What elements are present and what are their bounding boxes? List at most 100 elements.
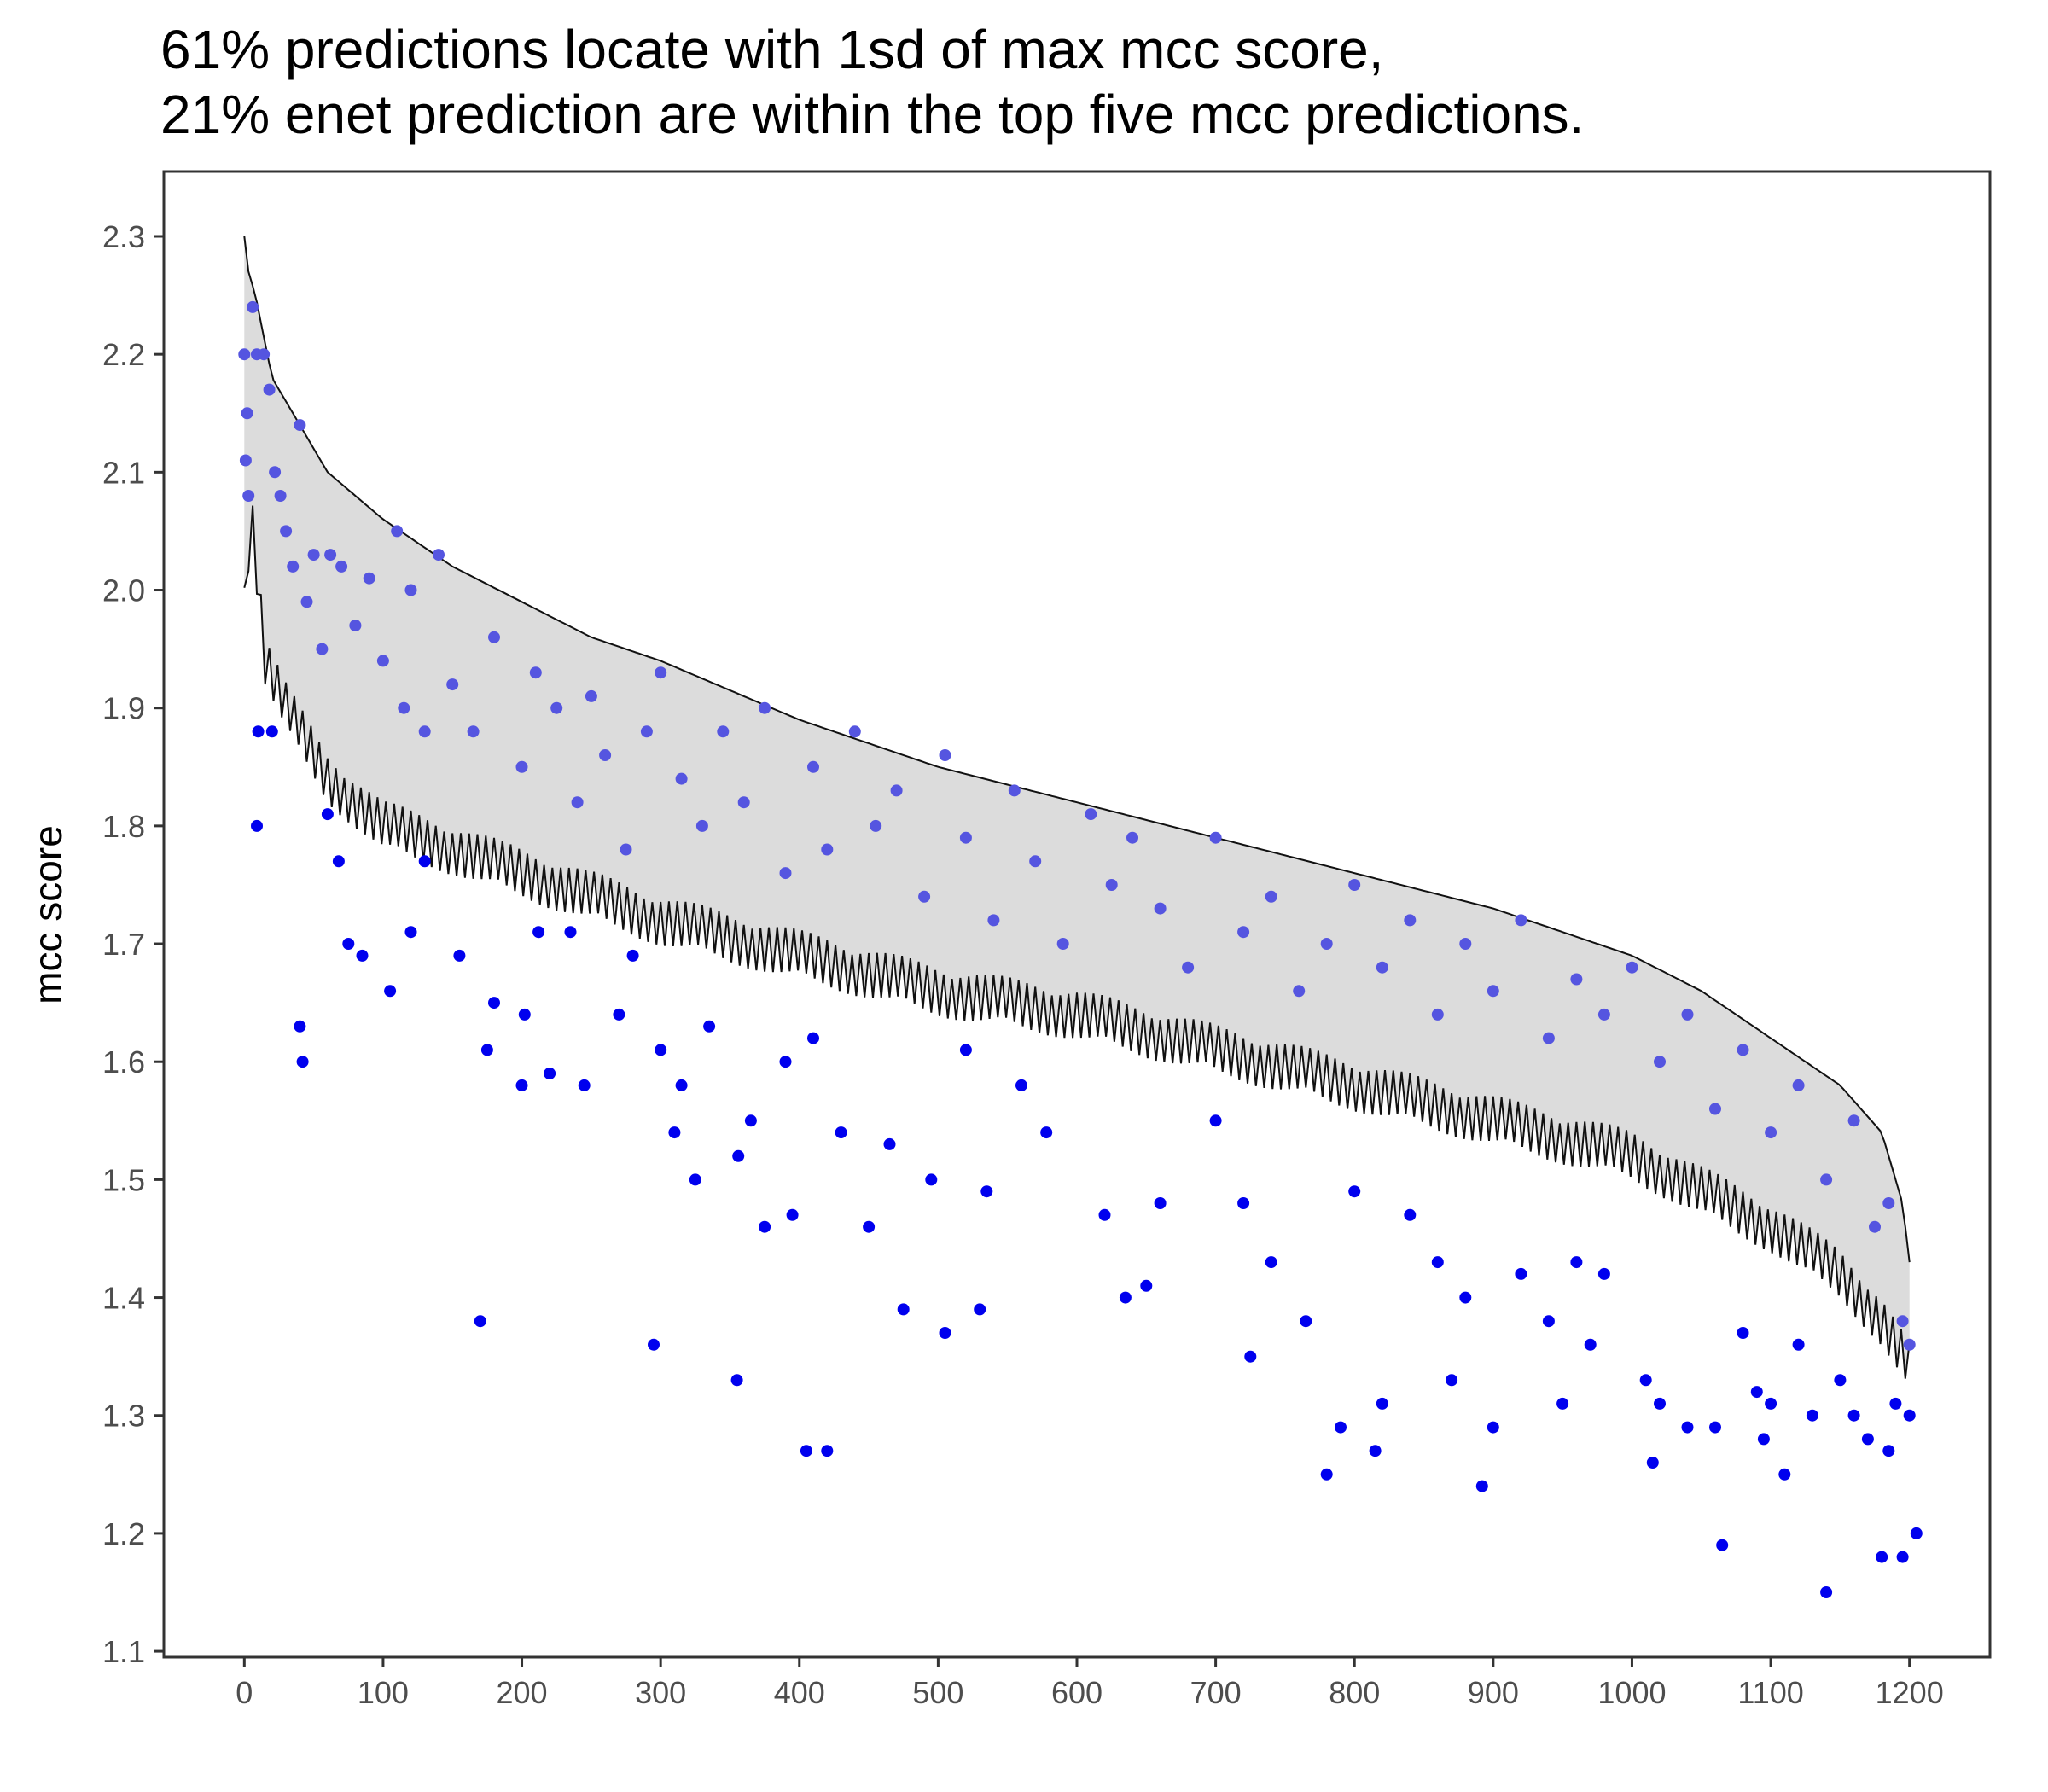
series-1-point [655, 666, 667, 679]
series-1-point [1542, 1032, 1555, 1044]
series-1-point [640, 725, 653, 738]
series-1-point [675, 772, 688, 785]
series-2-point [675, 1079, 688, 1091]
x-tick-label: 400 [774, 1675, 825, 1710]
series-2-point [265, 725, 278, 738]
series-1-point [529, 666, 542, 679]
series-1-point [1626, 961, 1638, 974]
x-tick-label: 800 [1329, 1675, 1380, 1710]
series-1-point [1903, 1338, 1916, 1351]
series-1-point [1681, 1008, 1694, 1021]
y-tick-label: 1.8 [102, 809, 145, 844]
series-2-point [1639, 1374, 1652, 1387]
series-2-point [1847, 1409, 1860, 1422]
series-1-point [585, 689, 597, 702]
series-2-point [384, 985, 397, 998]
series-1-point [1376, 961, 1388, 974]
series-1-point [1008, 784, 1021, 797]
series-2-point [821, 1445, 834, 1457]
series-2-point [1376, 1397, 1388, 1410]
series-1-point [324, 549, 337, 561]
x-tick-label: 200 [497, 1675, 548, 1710]
series-1-point [1737, 1044, 1749, 1056]
series-2-point [332, 855, 345, 868]
series-1-point [242, 490, 255, 502]
series-1-point [1487, 985, 1499, 998]
series-2-point [1119, 1291, 1132, 1304]
series-1-point [300, 596, 313, 608]
series-1-point [1182, 961, 1195, 974]
series-2-point [703, 1020, 716, 1033]
series-2-point [1757, 1433, 1770, 1446]
series-2-point [732, 1149, 745, 1162]
series-2-point [1300, 1315, 1312, 1328]
y-tick-label: 2.2 [102, 337, 145, 372]
series-1-point [987, 914, 1000, 927]
series-2-point [1404, 1208, 1417, 1221]
series-1-point [467, 725, 480, 738]
series-1-point [418, 725, 431, 738]
series-2-point [1209, 1114, 1222, 1127]
series-1-point [1847, 1114, 1860, 1127]
x-axis: 0 100 200 300 400 500 600 700 800 900 1000 1100 1200 [236, 1657, 1944, 1710]
band-lower-line [243, 505, 1911, 1379]
series-1-point [959, 831, 972, 844]
series-2-point [488, 997, 500, 1009]
series-1-point [488, 631, 500, 643]
series-1-point [363, 572, 375, 585]
series-1-point [1056, 938, 1069, 950]
series-2-point [1646, 1457, 1659, 1469]
series-2-point [648, 1338, 660, 1351]
x-tick-label: 600 [1051, 1675, 1103, 1710]
x-tick-label: 1000 [1597, 1675, 1666, 1710]
y-axis-title: mcc score [26, 825, 70, 1004]
series-2-point [1237, 1197, 1250, 1209]
series-1-point [335, 560, 348, 573]
x-tick-label: 900 [1468, 1675, 1519, 1710]
series-1-point [433, 549, 445, 561]
series-1-point [870, 819, 882, 832]
y-tick-label: 1.7 [102, 927, 145, 962]
series-1-point [821, 843, 834, 856]
series-1-point [307, 549, 320, 561]
series-2-point [1154, 1197, 1167, 1209]
series-1-point [241, 407, 253, 420]
x-tick-label: 1200 [1876, 1675, 1944, 1710]
series-1-point [1882, 1197, 1895, 1209]
series-2-point [863, 1220, 876, 1233]
y-tick-label: 1.3 [102, 1399, 145, 1434]
x-tick-label: 0 [236, 1675, 253, 1710]
series-2-point [1681, 1421, 1694, 1434]
series-2-point [626, 949, 639, 962]
y-tick-label: 1.4 [102, 1281, 145, 1316]
series-2-point [1098, 1208, 1111, 1221]
series-2-point [418, 855, 431, 868]
series-1-point [1820, 1173, 1833, 1186]
series-1-point [391, 525, 404, 538]
series-1-point [1085, 808, 1097, 821]
series-2-point [1834, 1374, 1847, 1387]
series-1-point [398, 701, 410, 714]
series-2-point [1750, 1386, 1763, 1399]
series-2-point [1876, 1551, 1888, 1563]
x-tick-label: 700 [1190, 1675, 1242, 1710]
series-1-point [263, 383, 276, 396]
y-tick-label: 1.9 [102, 691, 145, 726]
series-2-point [730, 1374, 743, 1387]
series-1-point [1105, 879, 1118, 891]
series-2-point [1015, 1079, 1027, 1091]
series-1-point [1459, 938, 1472, 950]
series-1-point [1869, 1220, 1881, 1233]
series-2-point [759, 1220, 771, 1233]
series-2-point [544, 1068, 556, 1079]
series-2-point [1475, 1480, 1488, 1492]
series-2-point [474, 1315, 486, 1328]
series-2-point [835, 1126, 847, 1139]
series-2-point [786, 1208, 799, 1221]
series-1-point [258, 348, 271, 361]
series-2-point [1584, 1338, 1597, 1351]
series-2-point [613, 1008, 625, 1021]
series-2-point [925, 1173, 938, 1186]
series-1-point [1515, 914, 1527, 927]
